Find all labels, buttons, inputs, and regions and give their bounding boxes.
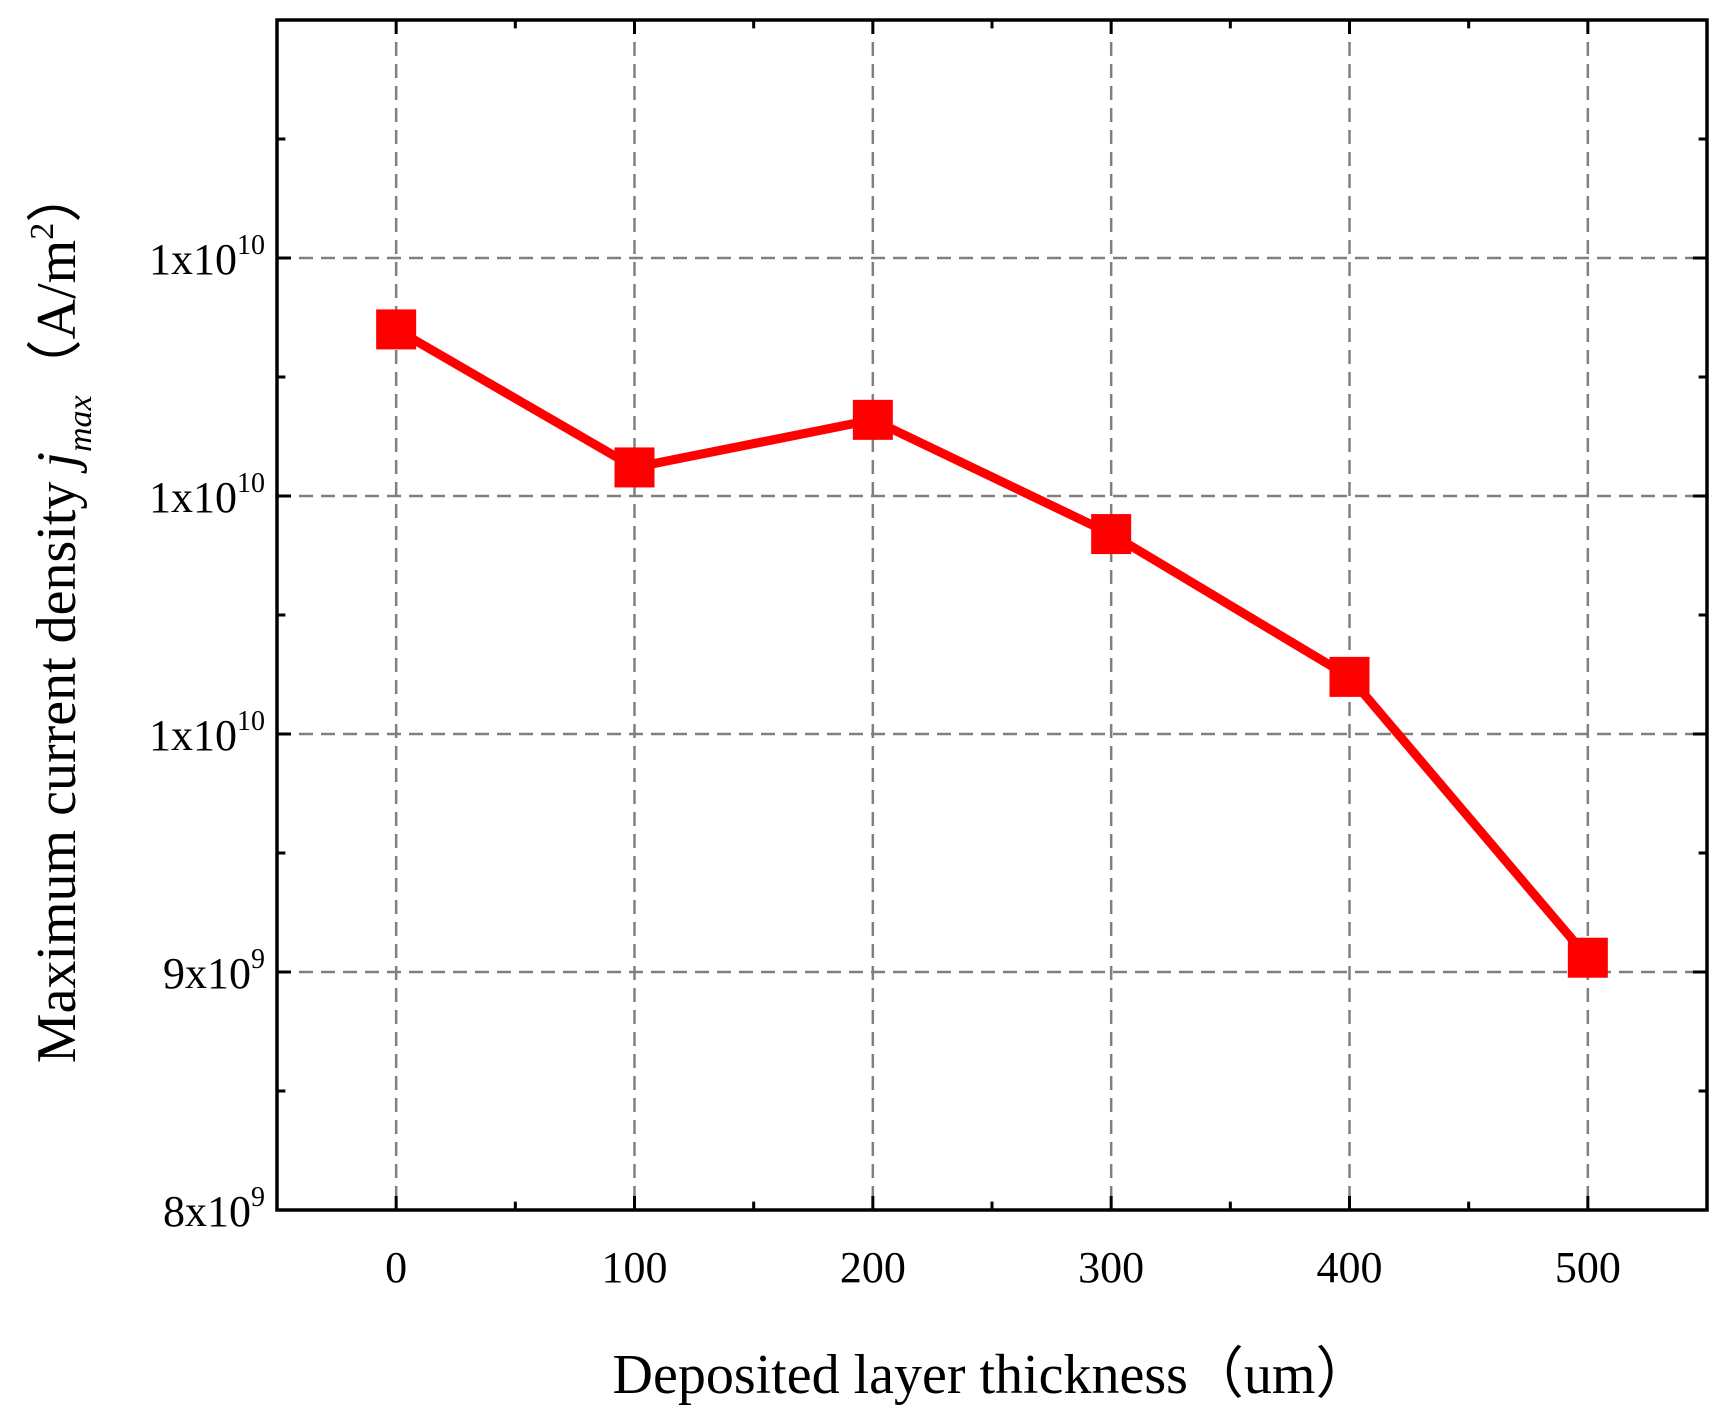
y-tick-label: 8x109 (163, 1182, 265, 1236)
y-tick-label: 1x1010 (149, 230, 265, 284)
y-tick-exponent: 9 (251, 1182, 265, 1213)
y-axis-title-unit-close: ） (26, 167, 88, 223)
series-layer (376, 309, 1608, 978)
data-point-marker (852, 399, 893, 440)
x-tick-label: 200 (840, 1243, 906, 1292)
y-tick-exponent: 10 (237, 468, 265, 499)
x-tick-label: 0 (385, 1243, 407, 1292)
y-tick-label: 1x1010 (149, 468, 265, 522)
x-tick-label: 500 (1555, 1243, 1621, 1292)
tick-layer (277, 20, 1707, 1210)
data-point-marker (614, 447, 655, 488)
data-point-marker (376, 309, 417, 350)
plot-frame (275, 18, 1709, 1212)
x-tick-label: 300 (1078, 1243, 1144, 1292)
grid-layer (277, 20, 1707, 1210)
x-tick-label: 400 (1317, 1243, 1383, 1292)
y-axis-title-subscript: max (62, 395, 99, 452)
y-axis-title-symbol: j (26, 452, 88, 474)
y-axis-title-unit-sup: 2 (24, 223, 61, 240)
y-tick-mantissa: 1x10 (149, 235, 237, 284)
x-tick-label: 100 (602, 1243, 668, 1292)
y-axis-title-unit-open: （A/m (26, 240, 88, 396)
data-point-marker (1567, 937, 1608, 978)
y-tick-mantissa: 8x10 (163, 1187, 251, 1236)
data-point-marker (1091, 514, 1132, 555)
y-tick-label: 9x109 (163, 944, 265, 998)
y-tick-exponent: 10 (237, 230, 265, 261)
series-line (393, 325, 1592, 961)
y-tick-exponent: 9 (251, 944, 265, 975)
y-tick-exponent: 10 (237, 706, 265, 737)
y-tick-label: 1x1010 (149, 706, 265, 760)
y-tick-mantissa: 9x10 (163, 949, 251, 998)
x-axis-title: Deposited layer thickness（um） (613, 1344, 1372, 1406)
y-tick-mantissa: 1x10 (149, 473, 237, 522)
data-point-marker (1329, 656, 1370, 697)
y-axis-title: Maximum current density jmax（A/m2） (24, 167, 99, 1063)
label-layer: 0 100 200 300 400 5008x1099x1091x10101x10101x… (149, 230, 1621, 1292)
y-axis-title-main: Maximum current density (26, 468, 88, 1064)
y-tick-mantissa: 1x10 (149, 711, 237, 760)
